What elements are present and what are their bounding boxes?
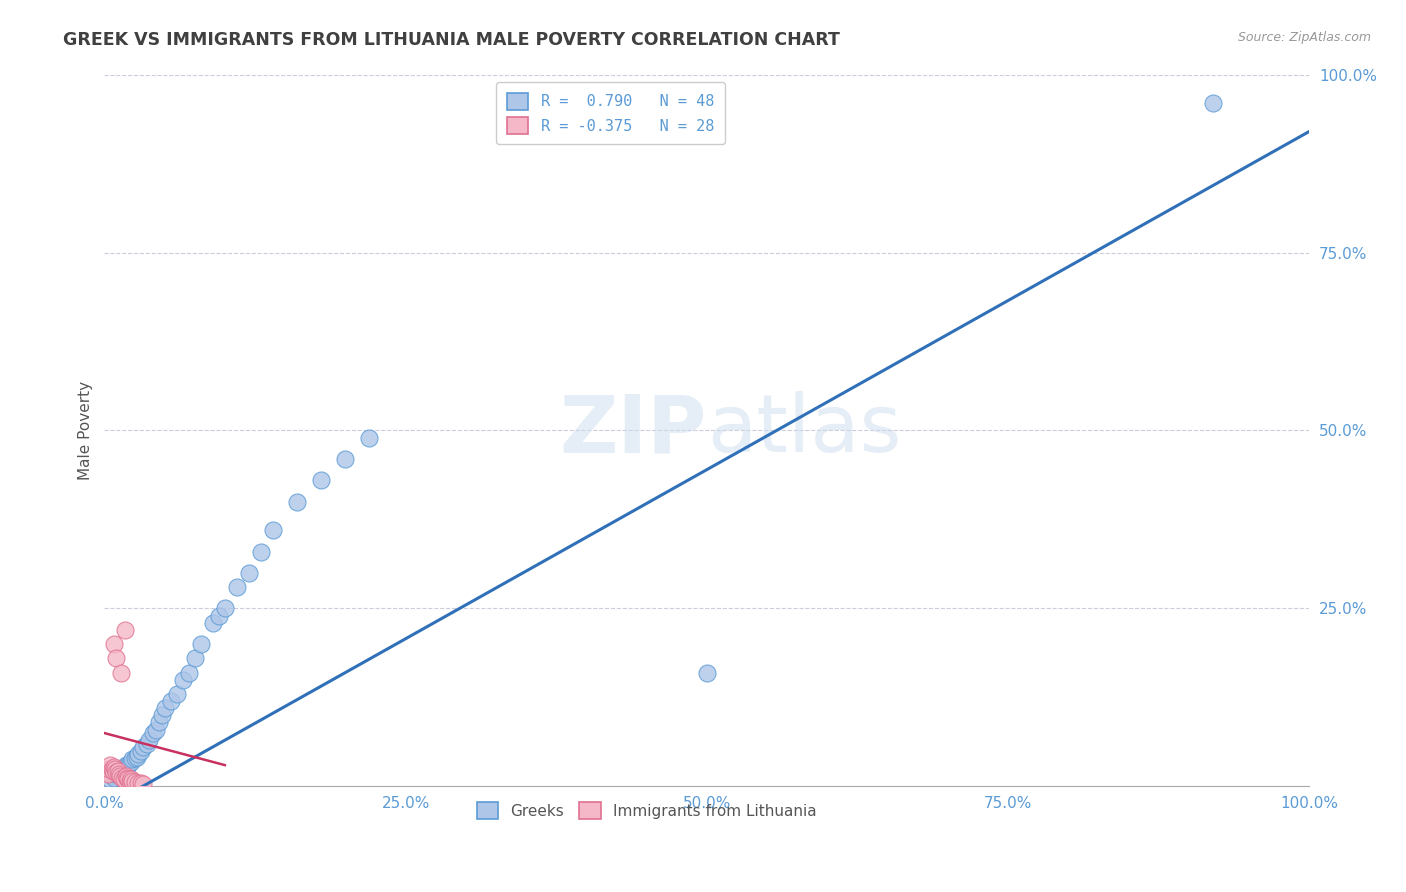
Point (359, 431, 381, 445)
Point (101, 764, 124, 778)
Point (115, 758, 138, 772)
Point (159, 694, 181, 708)
Point (104, 766, 127, 780)
Point (696, 665, 718, 680)
Point (172, 673, 194, 687)
Point (110, 665, 132, 680)
Point (250, 544, 273, 558)
Point (100, 758, 122, 772)
Point (184, 651, 207, 665)
Point (117, 758, 139, 772)
Point (96, 765, 118, 780)
Point (201, 615, 224, 630)
Point (103, 759, 125, 773)
Point (127, 776, 149, 790)
Point (153, 701, 176, 715)
Point (120, 772, 142, 787)
Point (214, 601, 236, 615)
Point (150, 708, 173, 723)
Point (101, 769, 124, 783)
Point (138, 733, 160, 747)
Point (125, 749, 148, 764)
Text: Source: ZipAtlas.com: Source: ZipAtlas.com (1237, 31, 1371, 45)
Point (121, 752, 143, 766)
Point (104, 762, 127, 776)
Point (107, 764, 129, 778)
Point (105, 651, 128, 665)
Point (129, 776, 152, 790)
Text: GREEK VS IMMIGRANTS FROM LITHUANIA MALE POVERTY CORRELATION CHART: GREEK VS IMMIGRANTS FROM LITHUANIA MALE … (63, 31, 841, 49)
Point (114, 623, 136, 637)
Point (177, 665, 200, 680)
Point (97, 766, 120, 780)
Text: ZIP: ZIP (560, 392, 707, 469)
Point (108, 762, 131, 776)
Point (105, 765, 128, 780)
Point (145, 723, 167, 737)
Point (1202, 95, 1225, 110)
Point (124, 775, 146, 789)
Y-axis label: Male Poverty: Male Poverty (79, 381, 93, 480)
Point (132, 740, 155, 755)
Point (111, 771, 134, 785)
Point (112, 772, 135, 787)
Point (115, 769, 138, 783)
Point (114, 759, 136, 773)
Point (335, 452, 357, 467)
Point (285, 494, 308, 508)
Point (166, 687, 188, 701)
Point (135, 737, 157, 751)
Point (103, 771, 125, 785)
Point (127, 747, 149, 762)
Point (309, 473, 332, 487)
Point (190, 637, 212, 651)
Point (208, 608, 231, 623)
Point (108, 769, 131, 783)
Point (108, 766, 131, 780)
Point (120, 755, 142, 769)
Point (262, 523, 284, 537)
Point (111, 762, 134, 776)
Point (107, 764, 129, 778)
Point (117, 759, 139, 773)
Point (112, 764, 135, 778)
Point (105, 765, 128, 780)
Text: atlas: atlas (707, 392, 901, 469)
Point (129, 744, 152, 758)
Point (142, 726, 165, 740)
Point (226, 580, 249, 594)
Point (98, 762, 121, 776)
Point (100, 772, 122, 787)
Point (121, 773, 143, 788)
Point (118, 773, 141, 788)
Point (110, 765, 132, 780)
Point (238, 566, 260, 580)
Point (100, 762, 122, 776)
Point (117, 771, 139, 785)
Point (132, 777, 155, 791)
Point (124, 751, 146, 765)
Point (117, 772, 139, 787)
Point (148, 715, 170, 730)
Legend: Greeks, Immigrants from Lithuania: Greeks, Immigrants from Lithuania (471, 797, 823, 825)
Point (108, 766, 131, 780)
Point (103, 637, 125, 651)
